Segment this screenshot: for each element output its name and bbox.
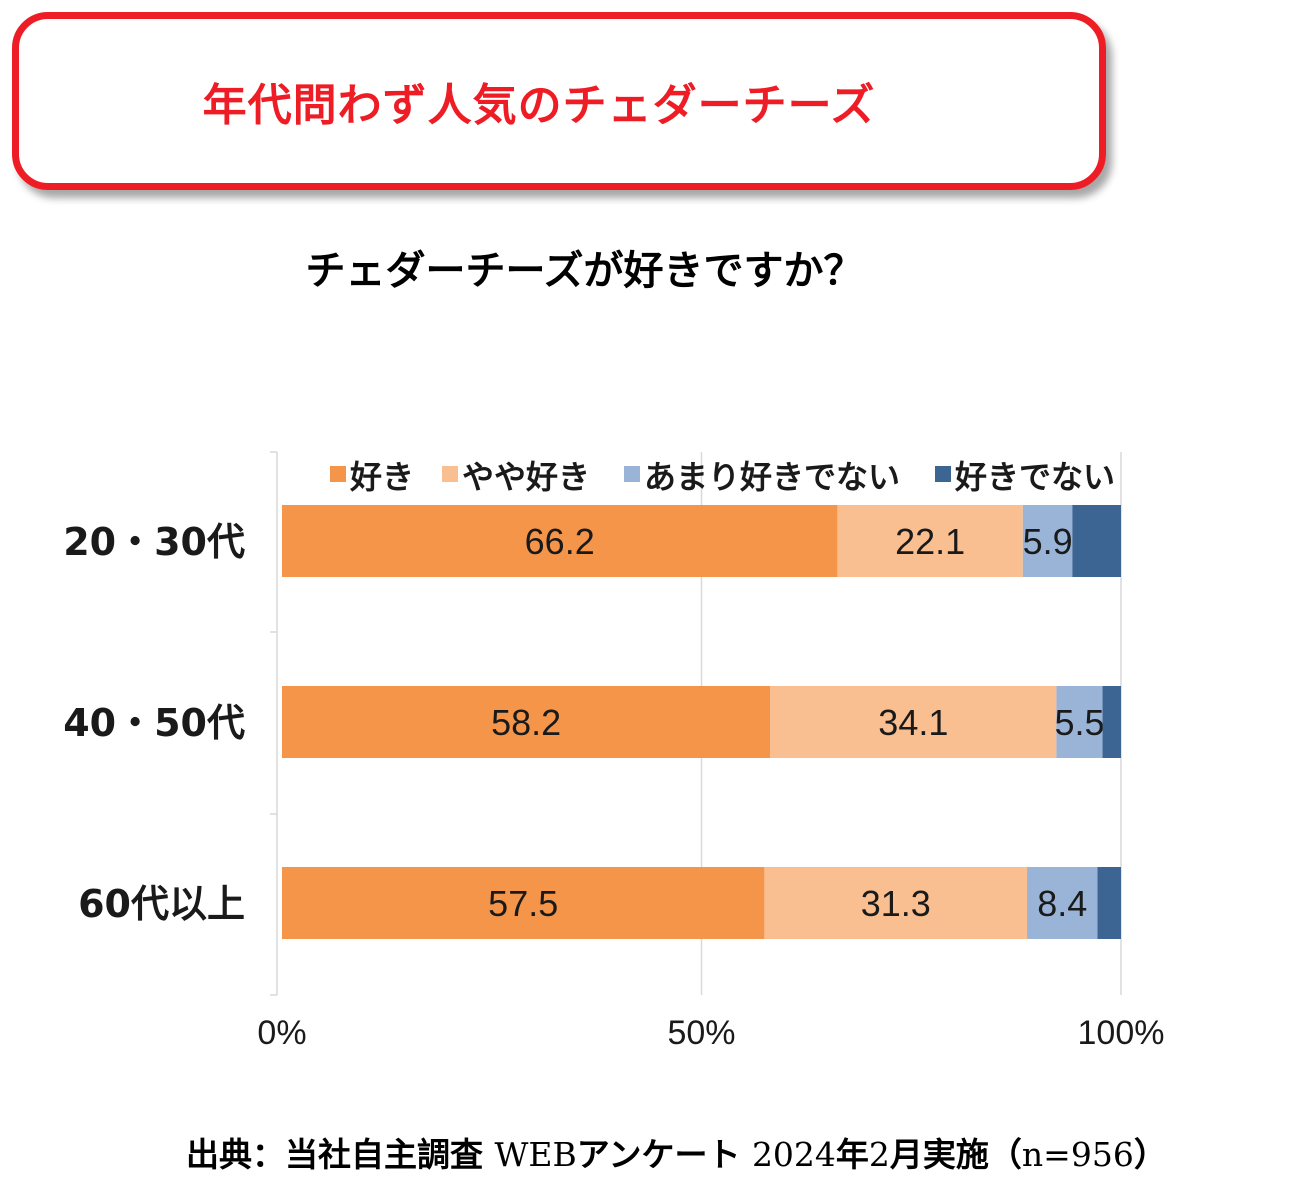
category-label: 20・30代 <box>63 520 245 564</box>
source-part: WEB <box>494 1135 577 1174</box>
source-note: 出典：当社自主調査 WEBアンケート 2024年2月実施（n=956） <box>186 1128 1167 1176</box>
data-label: 34.1 <box>878 702 948 743</box>
legend-swatch <box>442 466 458 482</box>
bar-segment <box>282 686 771 758</box>
source-part: アンケート <box>576 1135 752 1174</box>
bar-segment <box>1056 686 1103 758</box>
category-label: 40・50代 <box>63 701 245 745</box>
bar-segment <box>1097 867 1121 939</box>
source-part: （ <box>988 1135 1022 1174</box>
bar-segment <box>1102 686 1121 758</box>
data-label: 5.9 <box>1023 521 1073 562</box>
x-tick-label: 0% <box>257 1014 306 1052</box>
data-label: 22.1 <box>895 521 965 562</box>
legend-label: 好きでない <box>954 458 1115 496</box>
source-part: 2024 <box>751 1135 836 1174</box>
source-part: ） <box>1133 1135 1167 1174</box>
data-label: 8.4 <box>1037 883 1087 924</box>
banner-title: 年代問わず人気のチェダーチーズ <box>202 80 876 131</box>
bar-segment <box>837 505 1023 577</box>
bar-segment <box>1027 867 1098 939</box>
bar-segment <box>282 505 838 577</box>
x-tick-label: 50% <box>667 1014 735 1052</box>
bar-segment <box>1072 505 1121 577</box>
stacked-bar-chart: 66.2 22.1 5.9 20・30代 58.2 34.1 5.5 40・50代 57.5 31… <box>63 451 1165 1052</box>
category-label: 60代以上 <box>78 882 245 926</box>
data-label: 31.3 <box>861 883 931 924</box>
legend-swatch <box>935 466 951 482</box>
data-label: 66.2 <box>525 521 595 562</box>
source-part: 年 <box>835 1135 869 1174</box>
x-tick-label: 100% <box>1078 1014 1165 1052</box>
data-label: 57.5 <box>488 883 558 924</box>
legend-label: あまり好きでない <box>644 458 900 496</box>
source-part: n=956 <box>1021 1135 1134 1174</box>
legend-swatch <box>330 466 346 482</box>
data-label: 58.2 <box>491 702 561 743</box>
bar-segment <box>770 686 1057 758</box>
source-part: 月実施 <box>889 1135 989 1174</box>
legend-label: 好き <box>349 458 414 496</box>
title-banner: 年代問わず人気のチェダーチーズ <box>12 12 1106 190</box>
legend-swatch <box>624 466 640 482</box>
bar-segment <box>282 867 765 939</box>
source-part: 2 <box>868 1135 890 1174</box>
bar-segment <box>764 867 1028 939</box>
source-part: 出典：当社自主調査 <box>186 1135 495 1174</box>
chart-title: チェダーチーズが好きですか？ <box>305 248 864 294</box>
legend-label: やや好き <box>462 458 590 496</box>
bar-segment <box>1022 505 1073 577</box>
data-label: 5.5 <box>1054 702 1104 743</box>
